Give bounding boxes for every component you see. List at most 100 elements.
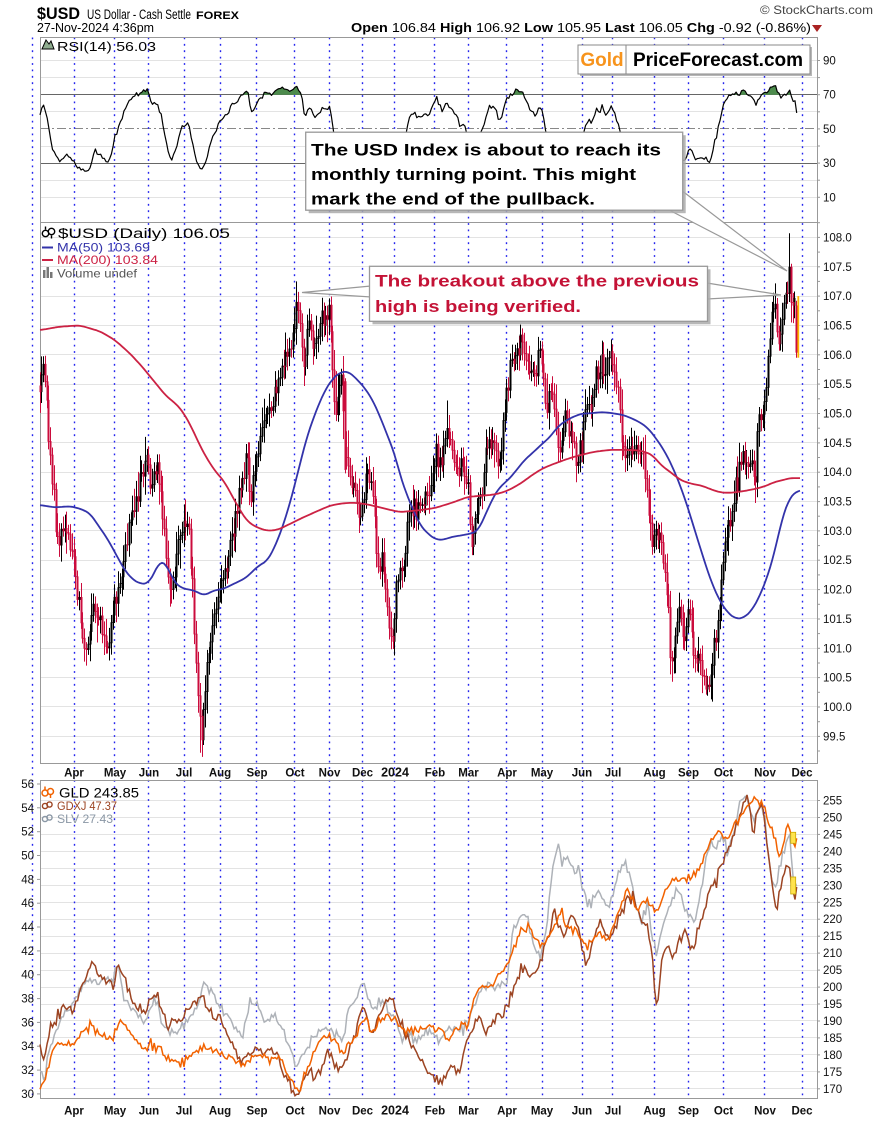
svg-text:220: 220 (823, 914, 842, 926)
svg-text:185: 185 (823, 1033, 842, 1045)
svg-text:32: 32 (21, 1065, 34, 1077)
svg-text:30: 30 (21, 1089, 34, 1101)
svg-text:106.5: 106.5 (823, 321, 852, 333)
svg-text:high is being verified.: high is being verified. (375, 298, 581, 316)
svg-text:42: 42 (21, 946, 34, 958)
svg-text:2024: 2024 (381, 766, 409, 780)
svg-text:PriceForecast.com: PriceForecast.com (633, 50, 803, 71)
svg-text:104.5: 104.5 (823, 438, 852, 450)
svg-text:$USD (Daily) 106.05: $USD (Daily) 106.05 (58, 226, 230, 241)
svg-text:Apr: Apr (64, 768, 84, 780)
svg-text:May: May (104, 768, 127, 780)
svg-text:Jul: Jul (176, 1106, 193, 1118)
svg-text:48: 48 (21, 874, 34, 886)
svg-text:Open 106.84 High 106.92 Low 10: Open 106.84 High 106.92 Low 105.95 Last … (351, 21, 811, 35)
svg-text:56: 56 (21, 779, 34, 791)
svg-text:54: 54 (21, 803, 34, 815)
svg-text:38: 38 (21, 994, 34, 1006)
svg-text:103.5: 103.5 (823, 497, 852, 509)
svg-text:52: 52 (21, 827, 34, 839)
svg-text:Dec: Dec (352, 1106, 374, 1118)
svg-text:Jun: Jun (139, 768, 159, 780)
svg-text:SLV 27.43: SLV 27.43 (57, 812, 113, 826)
svg-text:US Dollar - Cash Settle: US Dollar - Cash Settle (87, 7, 191, 22)
svg-text:99.5: 99.5 (823, 731, 845, 743)
svg-text:215: 215 (823, 931, 842, 943)
svg-text:© StockCharts.com: © StockCharts.com (760, 3, 873, 17)
svg-text:Jul: Jul (176, 768, 193, 780)
svg-text:102.0: 102.0 (823, 585, 852, 597)
svg-text:Nov: Nov (319, 1106, 341, 1118)
svg-text:105.5: 105.5 (823, 379, 852, 391)
svg-text:205: 205 (823, 965, 842, 977)
svg-text:50: 50 (21, 851, 34, 863)
svg-text:May: May (531, 1106, 554, 1118)
svg-text:Oct: Oct (285, 768, 304, 780)
svg-text:180: 180 (823, 1050, 842, 1062)
svg-text:May: May (104, 1106, 127, 1118)
svg-text:195: 195 (823, 999, 842, 1011)
svg-text:Nov: Nov (319, 768, 341, 780)
svg-text:Jun: Jun (572, 768, 592, 780)
svg-text:Oct: Oct (285, 1106, 304, 1118)
svg-text:GLD 243.85: GLD 243.85 (59, 786, 139, 801)
svg-text:Oct: Oct (714, 768, 733, 780)
svg-text:2024: 2024 (381, 1104, 409, 1118)
svg-text:Dec: Dec (352, 768, 374, 780)
svg-text:Dec: Dec (791, 768, 813, 780)
svg-text:Nov: Nov (754, 768, 776, 780)
svg-text:250: 250 (823, 813, 842, 825)
svg-text:MA(200) 103.84: MA(200) 103.84 (57, 253, 158, 267)
svg-text:Feb: Feb (425, 768, 445, 780)
svg-text:104.0: 104.0 (823, 467, 852, 479)
svg-text:Sep: Sep (246, 768, 267, 780)
svg-text:Apr: Apr (497, 1106, 517, 1118)
svg-text:monthly turning point. This mi: monthly turning point. This might (311, 166, 637, 184)
svg-text:40: 40 (21, 970, 34, 982)
svg-text:34: 34 (21, 1041, 34, 1053)
svg-text:Jul: Jul (605, 1106, 622, 1118)
svg-text:Sep: Sep (246, 1106, 267, 1118)
svg-text:MA(50) 103.69: MA(50) 103.69 (57, 241, 150, 255)
svg-text:Dec: Dec (791, 1106, 813, 1118)
svg-text:Volume undef: Volume undef (57, 267, 138, 281)
svg-text:225: 225 (823, 897, 842, 909)
svg-text:100.0: 100.0 (823, 702, 852, 714)
svg-text:190: 190 (823, 1016, 842, 1028)
svg-text:103.0: 103.0 (823, 526, 852, 538)
svg-text:The breakout above the previou: The breakout above the previous (375, 273, 699, 291)
svg-text:255: 255 (823, 796, 842, 808)
svg-text:Jun: Jun (572, 1106, 592, 1118)
svg-text:RSI(14) 56.03: RSI(14) 56.03 (57, 39, 156, 54)
svg-text:90: 90 (823, 56, 836, 68)
svg-text:Gold: Gold (580, 50, 623, 71)
svg-text:May: May (531, 768, 554, 780)
svg-text:50: 50 (823, 124, 836, 136)
svg-text:105.0: 105.0 (823, 409, 852, 421)
svg-text:mark the end of the pullback.: mark the end of the pullback. (311, 191, 595, 209)
svg-text:FOREX: FOREX (196, 10, 240, 22)
svg-text:46: 46 (21, 898, 34, 910)
svg-text:Apr: Apr (497, 768, 517, 780)
svg-text:Sep: Sep (678, 1106, 699, 1118)
svg-text:Aug: Aug (209, 1106, 231, 1118)
svg-text:44: 44 (21, 922, 34, 934)
svg-text:100.5: 100.5 (823, 673, 852, 685)
svg-text:175: 175 (823, 1067, 842, 1079)
svg-text:210: 210 (823, 948, 842, 960)
svg-text:Mar: Mar (458, 1106, 479, 1118)
svg-text:Jun: Jun (139, 1106, 159, 1118)
svg-text:101.0: 101.0 (823, 643, 852, 655)
svg-text:101.5: 101.5 (823, 614, 852, 626)
svg-text:240: 240 (823, 846, 842, 858)
svg-text:235: 235 (823, 863, 842, 875)
svg-text:Jul: Jul (605, 768, 622, 780)
svg-text:170: 170 (823, 1084, 842, 1096)
svg-text:Mar: Mar (458, 768, 479, 780)
svg-text:Nov: Nov (754, 1106, 776, 1118)
svg-text:GDXJ 47.37: GDXJ 47.37 (57, 799, 117, 813)
svg-text:70: 70 (823, 90, 836, 102)
svg-text:102.5: 102.5 (823, 555, 852, 567)
svg-text:107.5: 107.5 (823, 262, 852, 274)
svg-text:Aug: Aug (643, 1106, 665, 1118)
